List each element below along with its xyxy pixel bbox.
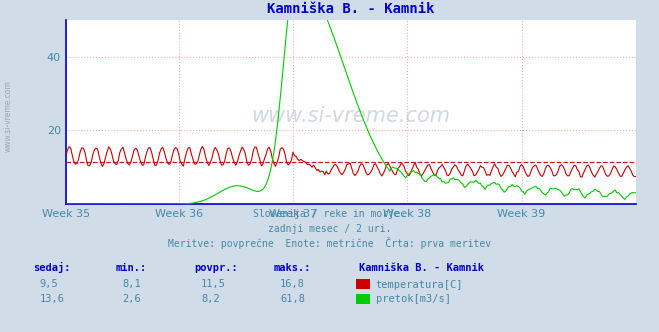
Text: min.:: min.: [115, 263, 146, 273]
Text: povpr.:: povpr.: [194, 263, 238, 273]
Text: 8,1: 8,1 [122, 279, 140, 289]
Text: 11,5: 11,5 [201, 279, 226, 289]
Text: maks.:: maks.: [273, 263, 311, 273]
Text: www.si-vreme.com: www.si-vreme.com [251, 106, 451, 126]
Text: 13,6: 13,6 [40, 294, 65, 304]
Text: 9,5: 9,5 [40, 279, 58, 289]
Text: Meritve: povprečne  Enote: metrične  Črta: prva meritev: Meritve: povprečne Enote: metrične Črta:… [168, 237, 491, 249]
Text: Slovenija / reke in morje.: Slovenija / reke in morje. [253, 209, 406, 219]
Text: zadnji mesec / 2 uri.: zadnji mesec / 2 uri. [268, 224, 391, 234]
Text: temperatura[C]: temperatura[C] [376, 280, 463, 290]
Text: 2,6: 2,6 [122, 294, 140, 304]
Text: Kamniška B. - Kamnik: Kamniška B. - Kamnik [359, 263, 484, 273]
Text: pretok[m3/s]: pretok[m3/s] [376, 294, 451, 304]
Text: 8,2: 8,2 [201, 294, 219, 304]
Text: 16,8: 16,8 [280, 279, 305, 289]
Text: sedaj:: sedaj: [33, 262, 71, 273]
Text: 61,8: 61,8 [280, 294, 305, 304]
Title: Kamniška B. - Kamnik: Kamniška B. - Kamnik [267, 2, 435, 16]
Text: www.si-vreme.com: www.si-vreme.com [3, 80, 13, 152]
